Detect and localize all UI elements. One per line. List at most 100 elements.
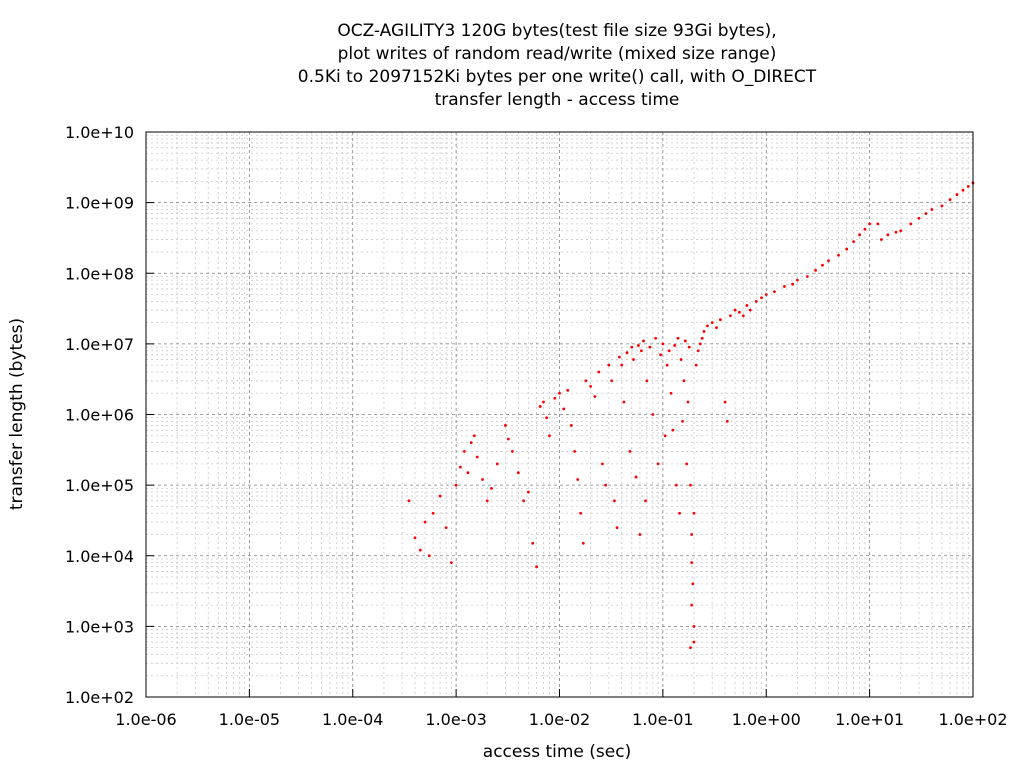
data-point — [615, 526, 619, 530]
data-point — [667, 349, 671, 353]
x-tick-label: 1.0e-01 — [632, 710, 693, 729]
chart-title-line-1: OCZ-AGILITY3 120G bytes(test file size 9… — [337, 21, 776, 41]
data-point — [955, 193, 959, 196]
y-tick-label: 1.0e+09 — [65, 194, 134, 213]
data-point — [522, 499, 526, 503]
data-point — [698, 342, 702, 346]
data-point — [607, 363, 611, 367]
data-point — [413, 536, 417, 540]
data-point — [710, 321, 714, 325]
data-point — [579, 511, 582, 515]
data-point — [679, 358, 683, 361]
data-point — [886, 233, 890, 237]
data-point — [656, 462, 660, 466]
data-point — [490, 486, 493, 490]
data-point — [535, 565, 538, 569]
data-point — [686, 400, 690, 404]
minor-grid — [146, 132, 973, 697]
data-point — [692, 624, 696, 628]
data-point — [589, 385, 593, 388]
y-tick-label: 1.0e+05 — [65, 476, 134, 495]
chart-title-line-2: plot writes of random read/write (mixed … — [338, 44, 777, 64]
data-point — [504, 424, 507, 427]
data-point — [634, 475, 638, 479]
data-point — [909, 222, 913, 226]
data-point — [665, 363, 669, 367]
data-point — [663, 434, 667, 438]
data-point — [692, 511, 696, 515]
data-point — [702, 330, 706, 333]
data-point — [427, 554, 431, 558]
y-axis-label: transfer length (bytes) — [7, 318, 27, 510]
data-point — [948, 198, 952, 202]
data-point — [545, 416, 548, 420]
chart-title-line-3: 0.5Ki to 2097152Ki bytes per one write()… — [298, 67, 817, 87]
data-point — [644, 499, 647, 503]
data-point — [659, 353, 662, 357]
data-point — [454, 483, 458, 487]
x-tick-label: 1.0e+01 — [835, 710, 904, 729]
data-point — [613, 499, 616, 503]
data-point — [760, 296, 763, 300]
data-point — [690, 533, 694, 536]
data-point — [516, 471, 520, 475]
data-point — [638, 533, 642, 536]
data-point — [682, 379, 686, 383]
data-point — [858, 233, 862, 237]
data-point — [628, 450, 632, 453]
data-point — [475, 455, 479, 459]
data-point — [764, 293, 768, 296]
y-tick-label: 1.0e+08 — [65, 264, 134, 283]
data-point — [687, 345, 691, 349]
data-point — [694, 363, 698, 367]
data-point — [506, 437, 510, 441]
data-point — [481, 478, 484, 481]
data-point — [671, 428, 675, 432]
data-point — [632, 358, 635, 361]
data-point — [805, 275, 809, 278]
data-point — [601, 462, 604, 466]
data-point — [558, 391, 561, 395]
data-point — [685, 462, 689, 466]
data-point — [723, 400, 727, 404]
data-point — [725, 419, 729, 423]
data-point — [700, 336, 704, 340]
data-point — [459, 465, 462, 469]
data-point — [894, 230, 898, 234]
data-point — [899, 229, 903, 233]
data-point — [880, 238, 883, 241]
data-point — [683, 339, 687, 343]
data-point — [548, 434, 551, 438]
major-grid — [145, 131, 974, 698]
data-point — [729, 314, 732, 318]
data-point — [645, 379, 649, 383]
data-point — [876, 222, 880, 226]
y-tick-label: 1.0e+06 — [65, 406, 134, 425]
data-point — [407, 499, 411, 503]
x-tick-label: 1.0e-03 — [425, 710, 486, 729]
data-point — [754, 299, 758, 303]
data-point — [469, 441, 473, 444]
data-point — [821, 263, 824, 267]
data-point — [622, 400, 626, 404]
data-point — [593, 395, 597, 398]
data-point — [654, 336, 657, 340]
data-point — [845, 247, 849, 251]
data-point — [466, 471, 470, 475]
data-point — [620, 363, 624, 367]
data-point — [584, 379, 588, 383]
data-point — [745, 304, 749, 307]
data-point — [542, 400, 545, 404]
data-point — [748, 308, 752, 312]
data-point — [576, 478, 580, 481]
y-tick-labels: 1.0e+02 1.0e+03 1.0e+04 1.0e+05 1.0e+06 1.0e+… — [65, 123, 134, 707]
data-point — [581, 541, 585, 545]
data-point — [961, 188, 965, 192]
data-point — [676, 336, 680, 340]
data-point — [706, 324, 709, 328]
data-point — [648, 345, 652, 349]
data-point — [418, 548, 422, 552]
data-points — [407, 181, 975, 650]
data-point — [966, 184, 970, 188]
data-point — [741, 314, 745, 318]
